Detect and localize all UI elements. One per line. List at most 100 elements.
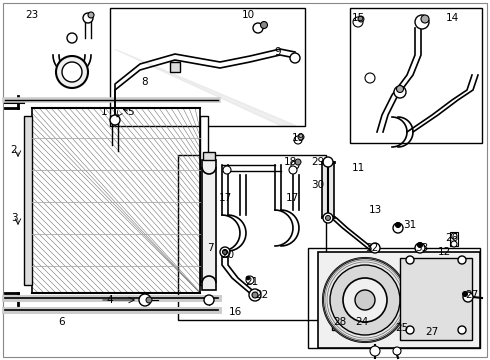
Text: 31: 31 [403, 220, 416, 230]
Text: 21: 21 [245, 277, 259, 287]
Bar [203, 152, 215, 160]
Circle shape [325, 216, 330, 220]
Text: 22: 22 [255, 290, 269, 300]
Circle shape [204, 295, 214, 305]
Circle shape [253, 23, 263, 33]
Circle shape [290, 53, 300, 63]
Bar [400, 258, 472, 340]
Circle shape [451, 241, 457, 247]
Circle shape [343, 278, 387, 322]
Circle shape [353, 17, 363, 27]
Text: 25: 25 [395, 323, 409, 333]
Circle shape [323, 213, 333, 223]
Circle shape [463, 292, 473, 302]
Bar [322, 162, 334, 217]
Circle shape [365, 73, 375, 83]
Circle shape [358, 16, 364, 22]
Text: 32: 32 [366, 243, 379, 253]
Circle shape [249, 289, 261, 301]
Text: 5: 5 [127, 107, 133, 117]
Text: 12: 12 [438, 247, 451, 257]
Text: 29: 29 [311, 157, 324, 167]
Bar [318, 252, 480, 348]
Circle shape [396, 86, 403, 93]
Text: 17: 17 [285, 193, 298, 203]
Text: 20: 20 [221, 250, 235, 260]
Circle shape [289, 166, 297, 174]
Circle shape [56, 56, 88, 88]
Circle shape [415, 243, 425, 253]
Circle shape [393, 223, 403, 233]
Bar [308, 248, 480, 348]
Circle shape [62, 62, 82, 82]
Bar [24, 116, 32, 285]
Circle shape [298, 134, 304, 140]
Circle shape [406, 256, 414, 264]
Text: 33: 33 [416, 243, 429, 253]
Text: 15: 15 [351, 13, 365, 23]
Text: 4: 4 [107, 295, 113, 305]
Text: 27: 27 [466, 290, 479, 300]
Circle shape [295, 159, 301, 165]
Circle shape [323, 157, 333, 167]
Bar [178, 155, 326, 320]
Bar [202, 160, 216, 290]
Circle shape [223, 166, 231, 174]
Circle shape [370, 346, 380, 356]
Text: 27: 27 [425, 327, 439, 337]
Text: 19: 19 [292, 133, 305, 143]
Circle shape [458, 256, 466, 264]
Circle shape [394, 86, 406, 98]
Bar [110, 8, 305, 126]
Circle shape [88, 12, 94, 18]
Circle shape [294, 136, 302, 144]
Circle shape [323, 258, 407, 342]
Circle shape [110, 115, 120, 125]
Bar [332, 312, 350, 330]
Text: 13: 13 [368, 205, 382, 215]
Circle shape [421, 15, 429, 23]
Circle shape [291, 161, 299, 169]
Text: 1: 1 [100, 107, 107, 117]
Circle shape [220, 247, 230, 257]
Text: 24: 24 [355, 317, 368, 327]
Text: 30: 30 [312, 180, 324, 190]
Text: 18: 18 [283, 157, 296, 167]
Circle shape [146, 297, 152, 303]
Circle shape [393, 347, 401, 355]
Circle shape [246, 276, 250, 280]
Bar [450, 232, 458, 246]
Text: 16: 16 [228, 307, 242, 317]
Circle shape [370, 243, 380, 253]
Bar [32, 108, 200, 293]
Text: 14: 14 [445, 13, 459, 23]
Circle shape [417, 243, 422, 248]
Circle shape [451, 233, 457, 239]
Circle shape [395, 222, 400, 228]
Text: 6: 6 [59, 317, 65, 327]
Text: 8: 8 [142, 77, 148, 87]
Text: 28: 28 [333, 317, 346, 327]
Text: 7: 7 [207, 243, 213, 253]
Bar [200, 116, 208, 285]
Text: 17: 17 [219, 193, 232, 203]
Circle shape [83, 13, 93, 23]
Circle shape [261, 22, 268, 28]
Text: 2: 2 [11, 145, 17, 155]
Circle shape [415, 15, 429, 29]
Circle shape [222, 249, 227, 255]
Text: 10: 10 [242, 10, 255, 20]
Text: 11: 11 [351, 163, 365, 173]
Bar [170, 62, 180, 72]
Text: 9: 9 [275, 47, 281, 57]
Circle shape [406, 326, 414, 334]
Circle shape [463, 292, 467, 297]
Text: 23: 23 [25, 10, 39, 20]
Bar [350, 8, 482, 143]
Text: 26: 26 [445, 233, 459, 243]
Circle shape [355, 290, 375, 310]
Circle shape [252, 292, 258, 298]
Text: 3: 3 [11, 213, 17, 223]
Circle shape [330, 265, 400, 335]
Circle shape [458, 326, 466, 334]
